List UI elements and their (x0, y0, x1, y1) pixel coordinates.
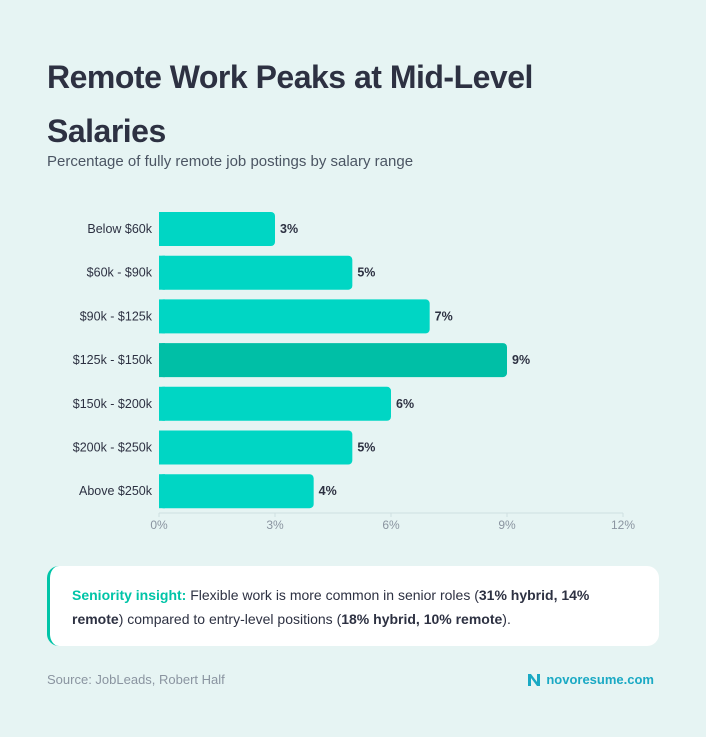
insight-text: Flexible work is more common in senior r… (186, 587, 479, 603)
x-tick-label: 9% (498, 518, 516, 532)
chart-subtitle: Percentage of fully remote job postings … (47, 153, 414, 170)
bar (159, 343, 507, 378)
bar (159, 386, 391, 421)
x-tick-label: 12% (611, 518, 635, 532)
category-label: $125k - $150k (73, 353, 153, 367)
data-label: 7% (435, 309, 453, 323)
bar-square-edge (159, 430, 165, 465)
insight-callout: Seniority insight: Flexible work is more… (47, 566, 659, 646)
category-label: Above $250k (79, 484, 153, 498)
bar (159, 212, 275, 246)
bar-square-edge (159, 343, 165, 378)
category-label: Below $60k (87, 222, 152, 236)
bar-square-edge (159, 212, 165, 246)
bar-square-edge (159, 386, 165, 421)
insight-text: ). (502, 611, 511, 627)
data-label: 5% (357, 441, 375, 455)
x-tick-label: 6% (382, 518, 400, 532)
category-label: $90k - $125k (80, 309, 153, 323)
brand-logo: novoresume.com (527, 672, 654, 687)
data-label: 9% (512, 353, 530, 367)
novoresume-logo-icon (528, 673, 541, 686)
source-note: Source: JobLeads, Robert Half (47, 672, 225, 687)
data-label: 3% (280, 222, 298, 236)
data-label: 4% (319, 484, 337, 498)
bar-square-edge (159, 255, 165, 290)
chart-title: Remote Work Peaks at Mid-Level Salaries (47, 59, 533, 149)
insight-label: Seniority insight: (72, 587, 187, 603)
bar-square-edge (159, 299, 165, 334)
bar (159, 255, 353, 290)
x-tick-label: 3% (266, 518, 284, 532)
data-label: 6% (396, 397, 414, 411)
bar (159, 430, 353, 465)
x-tick-label: 0% (150, 518, 168, 532)
data-label: 5% (357, 266, 375, 280)
bar-square-edge (159, 474, 165, 509)
insight-text: ) compared to entry-level positions ( (118, 611, 342, 627)
insight-entry-stats: 18% hybrid, 10% remote (341, 611, 503, 627)
category-label: $200k - $250k (73, 441, 153, 455)
category-label: $150k - $200k (73, 397, 153, 411)
category-label: $60k - $90k (87, 266, 153, 280)
brand-name: novoresume.com (546, 672, 654, 687)
insight-senior-stats: 31% hybrid, 14% remote (72, 587, 590, 627)
bar (159, 474, 314, 509)
bar (159, 299, 430, 334)
bar-chart: 0% 3% 6% 9% 12% Below $60k 3% $60k - $90k 5% $90k… (73, 212, 635, 532)
